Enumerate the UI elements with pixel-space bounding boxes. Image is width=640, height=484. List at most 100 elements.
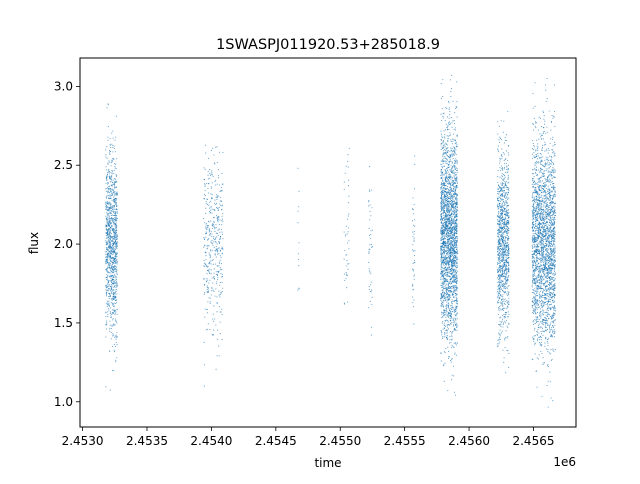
data-point	[110, 266, 112, 268]
data-point	[412, 289, 414, 291]
data-point	[501, 196, 504, 198]
data-point	[455, 219, 457, 221]
data-point	[451, 138, 453, 140]
data-point	[107, 139, 109, 141]
data-point	[211, 277, 213, 279]
data-point	[500, 225, 502, 227]
data-point	[455, 240, 457, 242]
data-point	[451, 218, 453, 220]
data-point	[506, 187, 508, 189]
data-point	[110, 227, 112, 229]
data-point	[446, 176, 448, 178]
data-point	[412, 244, 414, 246]
data-point	[444, 322, 446, 324]
data-point	[109, 330, 111, 332]
data-point	[443, 231, 446, 234]
data-point	[447, 250, 450, 253]
data-point	[110, 191, 112, 193]
data-point	[112, 199, 115, 201]
data-point	[221, 231, 223, 233]
data-point	[506, 257, 508, 259]
data-point	[504, 273, 506, 275]
data-point	[441, 205, 443, 207]
data-point	[443, 145, 445, 147]
data-point	[369, 248, 371, 250]
data-point	[456, 317, 458, 320]
data-point	[112, 222, 114, 224]
data-point	[507, 192, 509, 194]
data-point	[112, 239, 114, 241]
data-point	[447, 240, 449, 242]
data-point	[109, 211, 111, 213]
data-point	[216, 250, 218, 252]
data-point	[450, 179, 452, 181]
data-point	[111, 274, 113, 276]
data-point	[112, 145, 114, 147]
data-point	[445, 260, 447, 262]
data-point	[442, 217, 444, 219]
data-point	[452, 255, 454, 257]
data-point	[507, 307, 509, 309]
data-point	[115, 187, 117, 189]
data-point	[450, 287, 452, 289]
data-point	[108, 220, 110, 222]
data-point	[107, 190, 109, 192]
data-point	[507, 276, 509, 278]
data-point	[453, 257, 455, 259]
data-point	[456, 256, 458, 258]
data-point	[116, 214, 118, 216]
data-point	[448, 350, 450, 352]
data-point	[215, 256, 217, 258]
data-point	[106, 268, 108, 270]
data-point	[502, 226, 504, 228]
data-point	[105, 251, 107, 253]
data-point	[116, 313, 118, 315]
data-point	[116, 273, 118, 275]
data-point	[112, 192, 114, 194]
data-point	[451, 122, 453, 124]
data-point	[449, 260, 452, 262]
data-point	[218, 290, 220, 292]
data-point	[453, 224, 456, 226]
data-point	[115, 163, 117, 165]
data-point	[447, 206, 449, 208]
data-point	[210, 242, 213, 244]
data-point	[110, 260, 112, 263]
data-point	[106, 179, 108, 182]
data-point	[209, 177, 211, 179]
data-point	[108, 227, 110, 230]
data-point	[446, 270, 448, 272]
data-point	[502, 175, 504, 178]
data-point	[456, 195, 458, 197]
data-point	[506, 204, 508, 207]
data-point	[448, 272, 450, 274]
data-point	[442, 150, 444, 152]
data-point	[440, 203, 442, 205]
data-point	[413, 224, 415, 226]
data-point	[115, 230, 117, 232]
data-point	[499, 294, 501, 296]
data-point	[444, 333, 446, 335]
data-point	[452, 261, 455, 263]
data-point	[209, 169, 211, 171]
data-point	[445, 305, 447, 307]
data-point	[497, 182, 499, 184]
data-point	[447, 147, 449, 149]
data-point	[446, 222, 448, 224]
data-point	[105, 196, 107, 198]
data-point	[116, 343, 118, 346]
data-point	[501, 260, 503, 263]
data-point	[502, 314, 504, 317]
data-point	[448, 202, 450, 204]
data-point	[106, 195, 108, 197]
data-point	[440, 260, 442, 262]
data-point	[448, 275, 450, 277]
data-point	[214, 199, 216, 201]
data-point	[441, 146, 443, 148]
data-point	[456, 194, 458, 196]
data-point	[111, 205, 113, 207]
data-point	[211, 333, 213, 336]
data-point	[448, 259, 450, 261]
data-point	[446, 172, 448, 174]
data-point	[111, 175, 113, 177]
